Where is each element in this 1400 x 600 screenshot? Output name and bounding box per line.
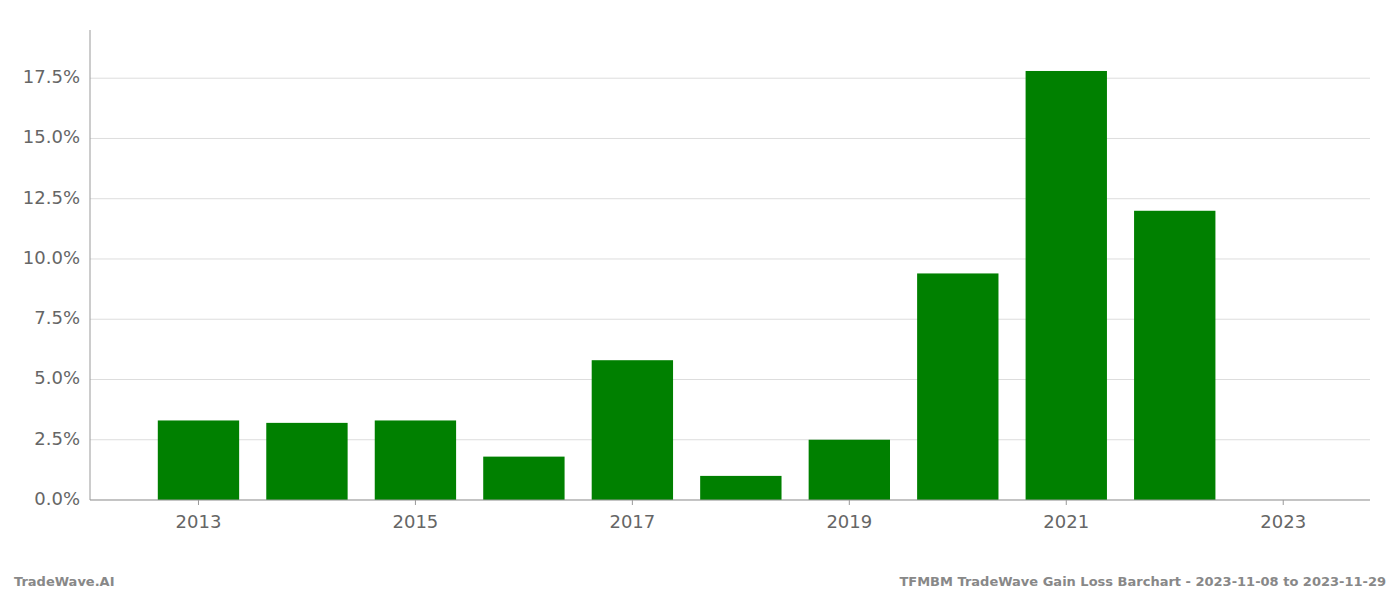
y-tick-label: 15.0% — [23, 126, 80, 147]
x-tick — [198, 500, 199, 505]
y-tick-label: 2.5% — [34, 428, 80, 449]
bar — [1026, 71, 1107, 500]
x-tick-label: 2015 — [393, 511, 439, 532]
x-tick-label: 2017 — [609, 511, 655, 532]
x-tick — [849, 500, 850, 505]
x-tick-label: 2021 — [1043, 511, 1089, 532]
bar — [266, 423, 347, 500]
footer-text: TradeWave.AI — [14, 574, 115, 589]
bar — [700, 476, 781, 500]
x-tick — [632, 500, 633, 505]
y-tick-label: 0.0% — [34, 488, 80, 509]
background — [0, 0, 1400, 600]
y-tick-label: 12.5% — [23, 187, 80, 208]
x-axis-line — [90, 500, 1370, 501]
footer-text: TFMBM TradeWave Gain Loss Barchart - 202… — [899, 574, 1386, 589]
grid-line — [90, 78, 1370, 79]
chart: 0.0% 2.5% 5.0% 7.5% 10.0% 12.5% 15.0% 17.5% 2013… — [0, 0, 1400, 600]
bar — [375, 420, 456, 500]
x-tick — [415, 500, 416, 505]
y-tick-label: 7.5% — [34, 307, 80, 328]
grid-line — [90, 198, 1370, 199]
bar — [1134, 211, 1215, 500]
bars — [158, 71, 1216, 500]
grid-line — [90, 138, 1370, 139]
bar — [158, 420, 239, 500]
y-axis-line — [90, 30, 91, 500]
y-tick-label: 17.5% — [23, 66, 80, 87]
bar — [483, 457, 564, 500]
x-tick-label: 2019 — [826, 511, 872, 532]
y-tick-label: 10.0% — [23, 247, 80, 268]
x-tick-label: 2023 — [1260, 511, 1306, 532]
grid-line — [90, 500, 1370, 501]
x-tick — [1066, 500, 1067, 505]
bar — [917, 273, 998, 500]
bar — [809, 440, 890, 500]
x-tick-label: 2013 — [176, 511, 222, 532]
bar — [592, 360, 673, 500]
y-tick-label: 5.0% — [34, 367, 80, 388]
x-tick — [1283, 500, 1284, 505]
